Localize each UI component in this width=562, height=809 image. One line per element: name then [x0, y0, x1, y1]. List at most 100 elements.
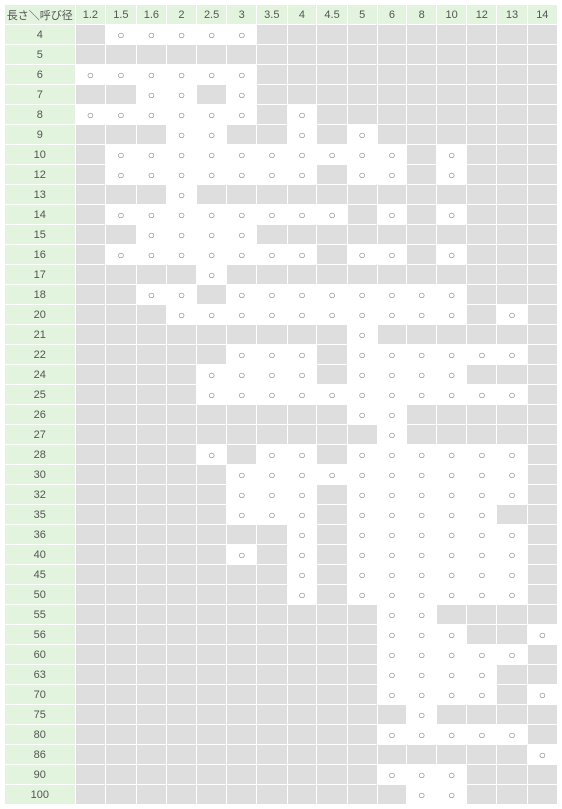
availability-mark: ○ — [467, 385, 497, 405]
availability-empty — [317, 445, 348, 465]
availability-empty — [227, 425, 257, 445]
availability-empty — [75, 765, 106, 785]
length-header: 35 — [5, 505, 76, 525]
availability-empty — [317, 565, 348, 585]
availability-mark: ○ — [377, 625, 407, 645]
availability-empty — [75, 545, 106, 565]
availability-empty — [497, 505, 527, 525]
availability-empty — [167, 785, 197, 805]
availability-empty — [527, 25, 557, 45]
availability-mark: ○ — [497, 585, 527, 605]
availability-empty — [527, 345, 557, 365]
availability-mark: ○ — [287, 485, 317, 505]
availability-empty — [167, 525, 197, 545]
availability-mark: ○ — [407, 365, 437, 385]
availability-empty — [167, 605, 197, 625]
availability-empty — [527, 365, 557, 385]
availability-mark: ○ — [437, 545, 467, 565]
availability-mark: ○ — [437, 525, 467, 545]
availability-empty — [106, 405, 137, 425]
availability-mark: ○ — [196, 385, 227, 405]
availability-empty — [347, 625, 377, 645]
availability-empty — [167, 545, 197, 565]
availability-empty — [196, 765, 227, 785]
availability-empty — [467, 605, 497, 625]
availability-mark: ○ — [227, 85, 257, 105]
availability-mark: ○ — [167, 85, 197, 105]
availability-empty — [467, 145, 497, 165]
availability-empty — [407, 145, 437, 165]
length-header: 25 — [5, 385, 76, 405]
availability-mark: ○ — [227, 25, 257, 45]
availability-mark: ○ — [167, 105, 197, 125]
table-row: 5 — [5, 45, 558, 65]
availability-empty — [106, 225, 137, 245]
availability-mark: ○ — [497, 485, 527, 505]
availability-mark: ○ — [136, 85, 167, 105]
availability-empty — [196, 465, 227, 485]
availability-mark: ○ — [167, 285, 197, 305]
availability-empty — [196, 545, 227, 565]
table-row: 16○○○○○○○○○○ — [5, 245, 558, 265]
availability-mark: ○ — [196, 65, 227, 85]
table-row: 21○ — [5, 325, 558, 345]
availability-empty — [467, 785, 497, 805]
availability-empty — [196, 325, 227, 345]
availability-empty — [497, 365, 527, 385]
availability-mark: ○ — [407, 685, 437, 705]
availability-empty — [317, 265, 348, 285]
availability-empty — [196, 685, 227, 705]
availability-mark: ○ — [347, 305, 377, 325]
availability-empty — [317, 685, 348, 705]
availability-mark: ○ — [287, 565, 317, 585]
availability-empty — [287, 265, 317, 285]
table-row: 32○○○○○○○○○ — [5, 485, 558, 505]
availability-empty — [136, 485, 167, 505]
availability-mark: ○ — [407, 765, 437, 785]
availability-empty — [317, 625, 348, 645]
availability-empty — [257, 85, 288, 105]
diameter-header: 12 — [467, 5, 497, 25]
availability-empty — [257, 425, 288, 445]
availability-empty — [75, 625, 106, 645]
length-header: 30 — [5, 465, 76, 485]
availability-mark: ○ — [167, 145, 197, 165]
availability-empty — [287, 725, 317, 745]
availability-empty — [167, 485, 197, 505]
availability-empty — [227, 765, 257, 785]
availability-empty — [467, 205, 497, 225]
availability-mark: ○ — [347, 585, 377, 605]
availability-mark: ○ — [407, 565, 437, 585]
availability-empty — [227, 625, 257, 645]
availability-mark: ○ — [227, 365, 257, 385]
availability-mark: ○ — [347, 565, 377, 585]
availability-mark: ○ — [106, 145, 137, 165]
length-header: 15 — [5, 225, 76, 245]
availability-empty — [136, 685, 167, 705]
availability-mark: ○ — [377, 665, 407, 685]
availability-empty — [317, 165, 348, 185]
availability-empty — [377, 185, 407, 205]
availability-empty — [347, 225, 377, 245]
availability-empty — [75, 585, 106, 605]
availability-empty — [347, 705, 377, 725]
availability-empty — [257, 265, 288, 285]
availability-mark: ○ — [257, 245, 288, 265]
availability-empty — [527, 385, 557, 405]
table-row: 15○○○○ — [5, 225, 558, 245]
availability-empty — [377, 325, 407, 345]
length-header: 20 — [5, 305, 76, 325]
availability-empty — [527, 725, 557, 745]
availability-mark: ○ — [227, 505, 257, 525]
availability-mark: ○ — [136, 145, 167, 165]
table-row: 6○○○○○○ — [5, 65, 558, 85]
availability-mark: ○ — [347, 445, 377, 465]
availability-empty — [407, 45, 437, 65]
availability-empty — [196, 85, 227, 105]
availability-empty — [75, 165, 106, 185]
length-header: 56 — [5, 625, 76, 645]
availability-empty — [136, 765, 167, 785]
availability-empty — [437, 265, 467, 285]
availability-mark: ○ — [467, 345, 497, 365]
availability-empty — [317, 705, 348, 725]
